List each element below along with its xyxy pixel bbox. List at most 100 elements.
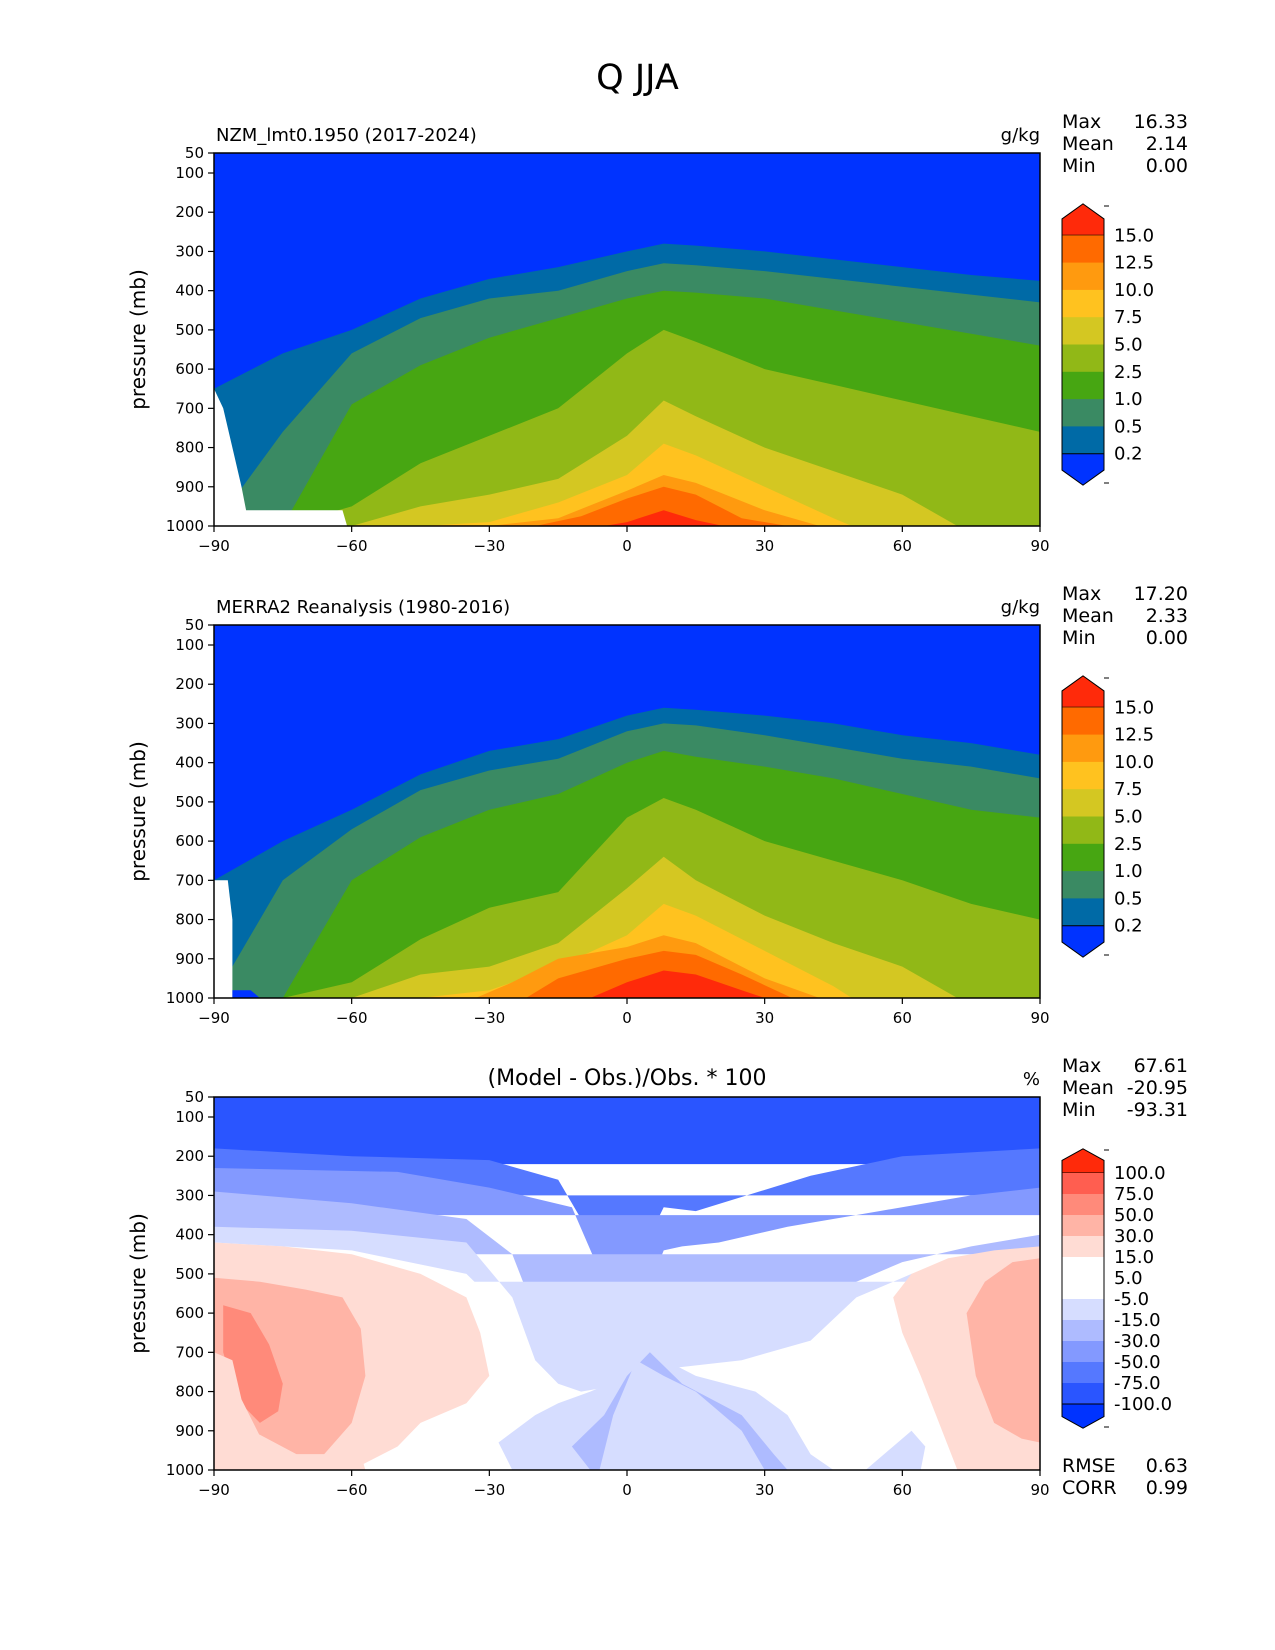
colorbar-label: 12.5 (1114, 253, 1154, 274)
y-tick-label: 400 (175, 1226, 204, 1244)
x-tick-label: 0 (622, 537, 632, 555)
y-tick-label: 900 (175, 478, 204, 496)
stat-label: Min (1062, 1099, 1096, 1121)
field-layer (214, 625, 1040, 998)
colorbar-swatch (1062, 789, 1104, 817)
y-tick-label: 200 (175, 1147, 204, 1165)
y-tick-label: 400 (175, 282, 204, 300)
stat-label: Min (1062, 155, 1096, 177)
panel-title: (Model - Obs.)/Obs. * 100 (487, 1066, 766, 1091)
stat-label: Max (1062, 583, 1101, 605)
colorbar-label: 0.2 (1114, 916, 1143, 937)
stat-value: 0.00 (1146, 155, 1188, 177)
panel-reanalysis: 501002003004005006007008009001000pressur… (126, 583, 1188, 1027)
colorbar-label: 0.5 (1114, 416, 1143, 437)
stats-box: Max 17.20 Mean 2.33 Min 0.00 (1062, 583, 1188, 649)
y-axis-label: pressure (mb) (126, 269, 150, 410)
stat-label: Max (1062, 1055, 1101, 1077)
diff-salmon-right (966, 1258, 1040, 1443)
stat-value: 16.33 (1134, 111, 1188, 133)
colorbar-swatch (1062, 1383, 1104, 1405)
y-axis-label: pressure (mb) (126, 741, 150, 882)
colorbar-extend-min (1061, 1403, 1105, 1429)
stat-label: Min (1062, 627, 1096, 649)
stat-value: -93.31 (1127, 1099, 1188, 1121)
x-tick-label: 90 (1030, 1481, 1049, 1499)
colorbar-swatch (1062, 1299, 1104, 1321)
figure-title: Q JJA (596, 58, 679, 98)
y-tick-label: 600 (175, 360, 204, 378)
colorbar-swatch (1062, 761, 1104, 790)
y-tick-label: 500 (175, 793, 204, 811)
x-tick-label: −30 (474, 1009, 506, 1027)
y-tick-label: 900 (175, 950, 204, 968)
stat-label: Mean (1062, 133, 1114, 155)
colorbar-label: 0.5 (1114, 888, 1143, 909)
colorbar-swatch (1062, 843, 1104, 872)
colorbar-label: 5.0 (1114, 1268, 1143, 1289)
y-tick-label: 100 (175, 1108, 204, 1126)
y-tick-label: 1000 (166, 517, 204, 535)
colorbar-label: -75.0 (1114, 1373, 1161, 1394)
x-tick-label: 60 (893, 1481, 912, 1499)
y-tick-label: 900 (175, 1422, 204, 1440)
stat-value: 2.14 (1146, 133, 1188, 155)
y-tick-label: 800 (175, 439, 204, 457)
colorbar-swatch (1062, 1320, 1104, 1342)
colorbar-swatch (1062, 289, 1104, 318)
diff-region-3 (214, 1191, 1040, 1368)
colorbar-label: 5.0 (1114, 335, 1143, 356)
x-tick-label: 30 (755, 537, 774, 555)
colorbar: 15.0 12.5 10.0 7.5 5.0 2.5 1.0 0.5 0.2 (1061, 675, 1154, 958)
colorbar-swatch (1062, 317, 1104, 345)
contour-band-15 (590, 970, 765, 998)
field-layer (214, 1097, 1040, 1470)
x-tick-label: −30 (474, 537, 506, 555)
x-tick-label: −90 (198, 537, 230, 555)
y-tick-label: 100 (175, 164, 204, 182)
x-tick-label: 0 (622, 1009, 632, 1027)
colorbar-label: 100.0 (1114, 1163, 1166, 1184)
y-tick-label: 300 (175, 1186, 204, 1204)
panel-units: g/kg (1001, 125, 1040, 146)
colorbar-swatch (1062, 871, 1104, 899)
stats-box: Max 16.33 Mean 2.14 Min 0.00 (1062, 111, 1188, 177)
stat-value: 67.61 (1134, 1055, 1188, 1077)
x-tick-label: 60 (893, 1009, 912, 1027)
colorbar-label: 15.0 (1114, 225, 1154, 246)
x-tick-label: 60 (893, 537, 912, 555)
colorbar-label: 7.5 (1114, 307, 1143, 328)
colorbar-label: 50.0 (1114, 1205, 1154, 1226)
colorbar-label: 0.2 (1114, 444, 1143, 465)
stat-value: 0.00 (1146, 627, 1188, 649)
x-tick-label: 0 (622, 1481, 632, 1499)
stat-value: 0.99 (1146, 1477, 1188, 1499)
stat-value: 0.63 (1146, 1455, 1188, 1477)
colorbar-swatch (1062, 734, 1104, 763)
stat-label: Max (1062, 111, 1101, 133)
colorbar-swatch (1062, 426, 1104, 455)
colorbar-label: 12.5 (1114, 725, 1154, 746)
y-tick-label: 600 (175, 832, 204, 850)
panel-model: 501002003004005006007008009001000pressur… (126, 111, 1188, 555)
y-tick-label: 300 (175, 242, 204, 260)
y-tick-label: 200 (175, 675, 204, 693)
y-axis: 50 100 200 300 400 500 600 700 800 900 1000 pressur… (126, 616, 214, 1007)
colorbar-label: 15.0 (1114, 1247, 1154, 1268)
diff-region-right-surface (865, 1430, 926, 1470)
x-axis: −90 −60 −30 0 30 60 90 (198, 526, 1050, 555)
colorbar-swatch (1062, 1257, 1104, 1279)
y-tick-label: 50 (185, 1088, 204, 1106)
panel-units: % (1023, 1069, 1040, 1090)
diff-region-0 (214, 1097, 1040, 1165)
colorbar-swatch (1062, 898, 1104, 927)
colorbar-swatch (1062, 1194, 1104, 1216)
colorbar-label: 1.0 (1114, 389, 1143, 410)
stat-label: Mean (1062, 605, 1114, 627)
colorbar-label: -100.0 (1114, 1394, 1172, 1415)
x-tick-label: −60 (336, 537, 368, 555)
colorbar: 15.0 12.5 10.0 7.5 5.0 2.5 1.0 0.5 0.2 (1061, 203, 1154, 486)
x-tick-label: −30 (474, 1481, 506, 1499)
colorbar-swatch (1062, 1236, 1104, 1258)
